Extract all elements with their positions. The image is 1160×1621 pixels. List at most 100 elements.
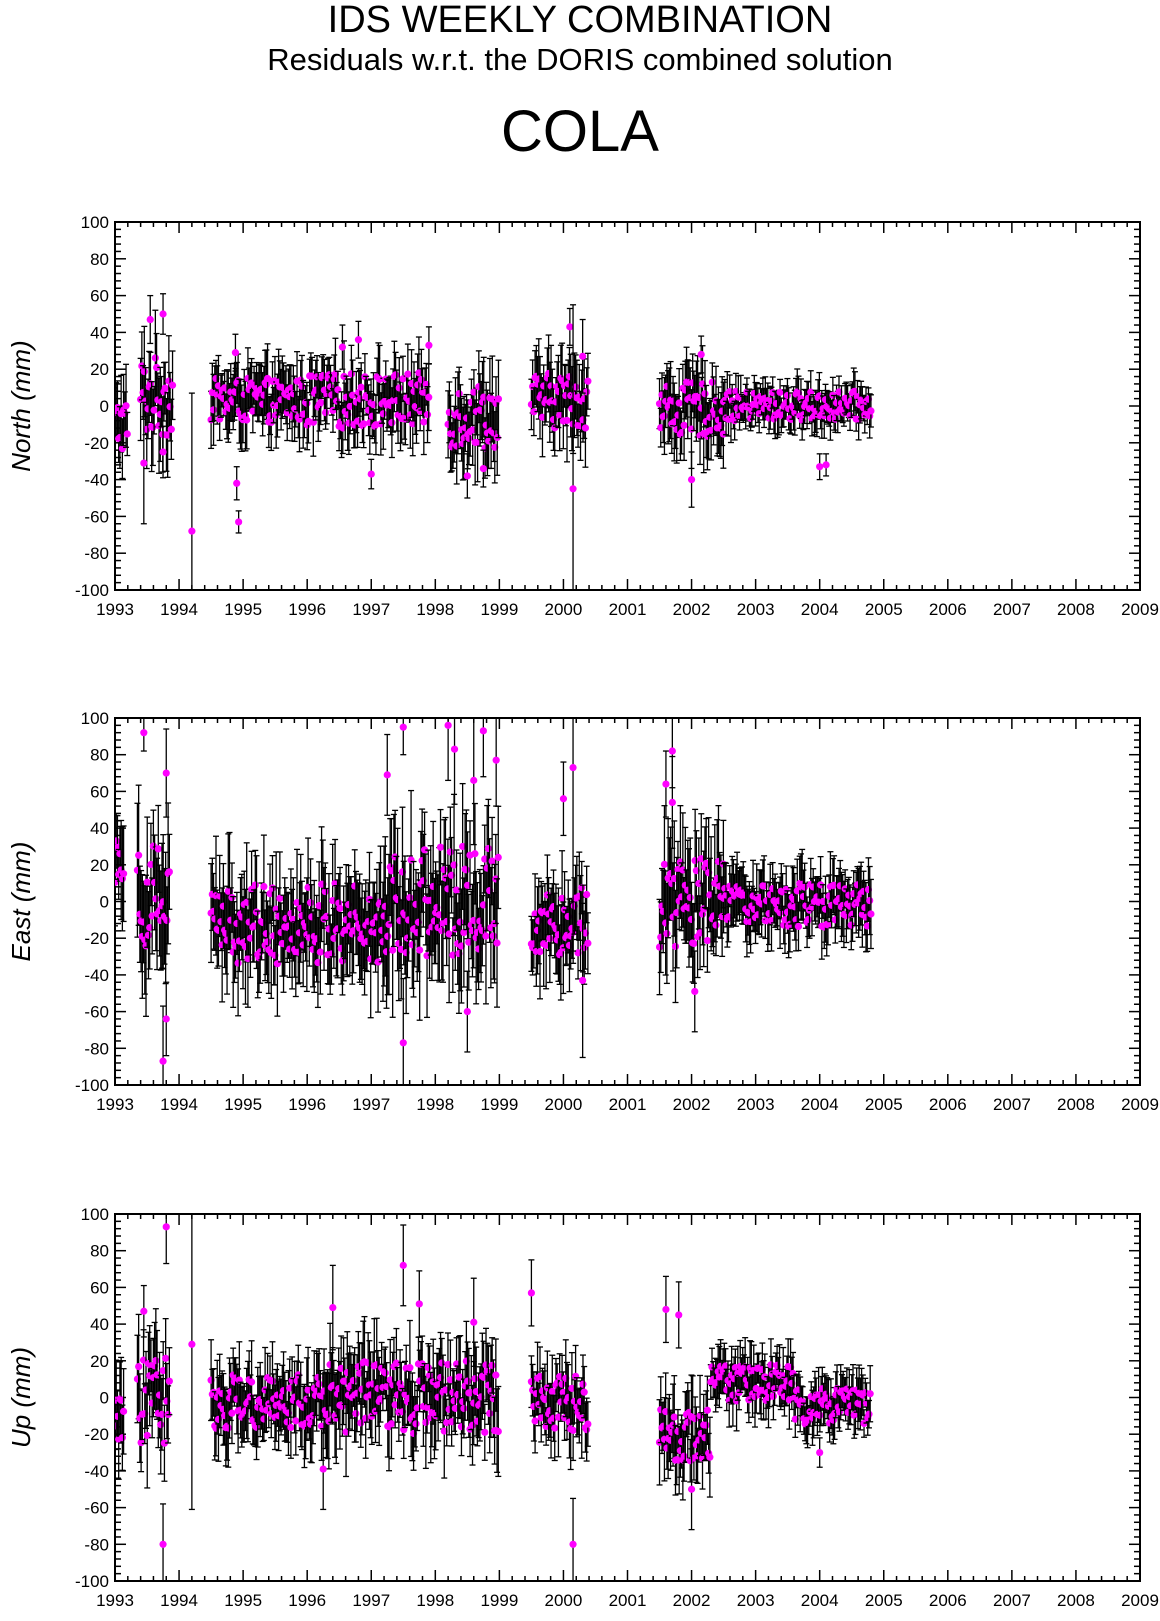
y-tick-label: -20 bbox=[84, 929, 109, 948]
data-point bbox=[119, 870, 128, 878]
data-point bbox=[668, 747, 676, 755]
data-point bbox=[152, 363, 161, 372]
data-point bbox=[423, 952, 431, 960]
data-point bbox=[732, 387, 740, 395]
data-point bbox=[159, 448, 167, 456]
data-point bbox=[246, 934, 254, 942]
data-point bbox=[315, 902, 323, 910]
y-tick-label: -80 bbox=[84, 544, 109, 563]
data-point bbox=[489, 932, 497, 940]
x-tick-label: 1994 bbox=[160, 1095, 198, 1114]
data-point bbox=[695, 393, 703, 402]
data-point bbox=[815, 392, 823, 400]
data-point bbox=[559, 795, 568, 803]
data-point bbox=[670, 874, 678, 883]
data-point bbox=[678, 428, 686, 437]
data-point bbox=[446, 848, 454, 856]
data-point bbox=[680, 421, 688, 429]
x-tick-label: 2006 bbox=[929, 1095, 967, 1114]
data-point bbox=[449, 951, 457, 959]
data-point bbox=[485, 437, 493, 445]
data-point bbox=[691, 857, 699, 865]
data-point bbox=[657, 424, 665, 432]
data-point bbox=[406, 894, 414, 902]
data-point bbox=[143, 878, 151, 886]
x-tick-label: 1995 bbox=[224, 1095, 262, 1114]
x-tick-label: 1994 bbox=[160, 600, 198, 619]
data-point bbox=[188, 527, 196, 535]
data-point bbox=[563, 416, 571, 425]
x-tick-label: 1993 bbox=[96, 1095, 134, 1114]
x-tick-label: 2006 bbox=[929, 1591, 967, 1610]
data-point bbox=[349, 927, 358, 935]
data-point bbox=[760, 882, 768, 890]
data-point bbox=[135, 1362, 143, 1371]
data-point bbox=[331, 370, 340, 378]
data-point bbox=[356, 395, 364, 403]
x-tick-label: 2002 bbox=[673, 1591, 711, 1610]
data-point bbox=[492, 756, 500, 764]
data-point bbox=[655, 943, 664, 951]
data-point bbox=[440, 866, 448, 874]
data-point bbox=[703, 936, 712, 945]
data-point bbox=[452, 886, 461, 894]
x-tick-label: 2004 bbox=[801, 600, 839, 619]
data-point bbox=[435, 911, 443, 919]
data-point bbox=[463, 881, 472, 889]
y-tick-label: 20 bbox=[90, 360, 109, 379]
data-point bbox=[794, 389, 803, 397]
data-point bbox=[851, 387, 859, 395]
data-point bbox=[566, 323, 574, 331]
data-point bbox=[569, 485, 577, 493]
data-point bbox=[154, 845, 162, 853]
x-tick-label: 2008 bbox=[1057, 1591, 1095, 1610]
data-point bbox=[354, 336, 363, 344]
x-tick-label: 2006 bbox=[929, 600, 967, 619]
data-point bbox=[679, 866, 687, 874]
data-point bbox=[493, 939, 501, 947]
data-point bbox=[251, 881, 259, 889]
data-point bbox=[416, 946, 424, 954]
data-point bbox=[391, 371, 400, 379]
data-point bbox=[584, 939, 592, 947]
x-tick-label: 2004 bbox=[801, 1095, 839, 1114]
data-point bbox=[471, 850, 479, 858]
data-point bbox=[329, 896, 337, 905]
y-tick-label: 20 bbox=[90, 1352, 109, 1371]
data-point bbox=[140, 367, 148, 376]
data-point bbox=[470, 916, 478, 925]
x-tick-label: 1998 bbox=[416, 1095, 454, 1114]
x-tick-label: 2001 bbox=[609, 1591, 647, 1610]
x-tick-label: 2007 bbox=[993, 600, 1031, 619]
data-point bbox=[530, 408, 538, 416]
data-point bbox=[233, 479, 241, 487]
data-point bbox=[263, 938, 272, 946]
data-point bbox=[276, 894, 284, 902]
data-point bbox=[463, 1008, 471, 1016]
x-tick-label: 1993 bbox=[96, 600, 134, 619]
data-point bbox=[819, 897, 827, 906]
y-tick-label: 100 bbox=[81, 709, 109, 728]
data-point bbox=[336, 904, 344, 912]
data-point bbox=[538, 413, 547, 421]
data-point bbox=[317, 398, 325, 407]
data-point bbox=[444, 721, 452, 729]
data-point bbox=[425, 393, 433, 401]
data-point bbox=[425, 341, 433, 349]
data-point bbox=[389, 946, 397, 954]
x-tick-label: 2009 bbox=[1121, 600, 1159, 619]
data-point bbox=[289, 915, 297, 923]
data-point bbox=[655, 400, 664, 408]
data-point bbox=[696, 929, 704, 937]
data-point bbox=[146, 315, 154, 324]
y-tick-label: -80 bbox=[84, 1039, 109, 1058]
data-point bbox=[781, 916, 789, 924]
x-tick-label: 1997 bbox=[352, 1591, 390, 1610]
data-point bbox=[314, 958, 322, 967]
data-point bbox=[293, 898, 301, 907]
x-tick-label: 1995 bbox=[224, 1591, 262, 1610]
data-point bbox=[117, 1396, 125, 1404]
data-point bbox=[399, 1039, 407, 1047]
data-point bbox=[469, 426, 477, 434]
